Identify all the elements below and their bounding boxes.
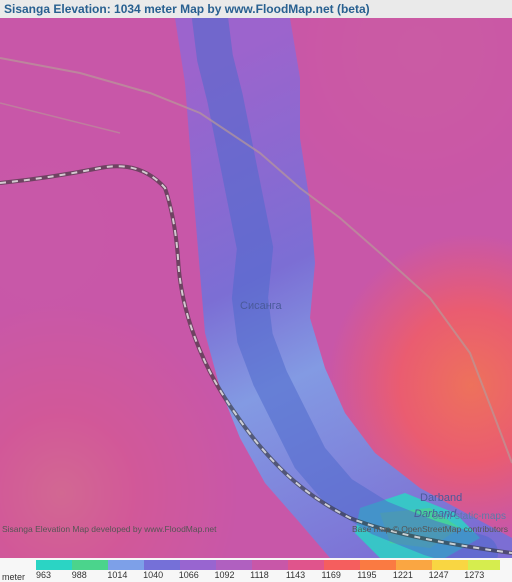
legend-value: 963 bbox=[36, 570, 72, 582]
legend-value: 1092 bbox=[214, 570, 250, 582]
legend-value: 1014 bbox=[107, 570, 143, 582]
legend-value: 1221 bbox=[393, 570, 429, 582]
legend-value: 1195 bbox=[357, 570, 393, 582]
place-label-darband: Darband bbox=[420, 492, 462, 504]
legend-unit: meter bbox=[2, 572, 25, 582]
attribution-osm-static[interactable]: osm-static-maps bbox=[433, 511, 506, 522]
legend-value: 1247 bbox=[429, 570, 465, 582]
map-container: Sisanga Elevation: 1034 meter Map by www… bbox=[0, 0, 512, 582]
legend-value: 1066 bbox=[179, 570, 215, 582]
legend-gradient bbox=[36, 560, 500, 570]
legend-bar: meter 963 988 1014 1040 1066 1092 1118 1… bbox=[0, 558, 512, 582]
legend-value: 1143 bbox=[286, 570, 322, 582]
legend-value: 1169 bbox=[322, 570, 358, 582]
legend-value: 1273 bbox=[464, 570, 500, 582]
legend-values: 963 988 1014 1040 1066 1092 1118 1143 11… bbox=[36, 570, 500, 582]
place-label-sisanga: Сисанга bbox=[240, 300, 282, 312]
attribution-floodmap: Sisanga Elevation Map developed by www.F… bbox=[2, 524, 217, 534]
map-svg bbox=[0, 18, 512, 558]
attribution-osm: Base map © OpenStreetMap contributors bbox=[352, 524, 508, 534]
legend-value: 1118 bbox=[250, 570, 286, 582]
elevation-map[interactable]: Сисанга Darband Darband Sisanga Elevatio… bbox=[0, 18, 512, 558]
legend-value: 988 bbox=[72, 570, 108, 582]
legend-value: 1040 bbox=[143, 570, 179, 582]
page-title: Sisanga Elevation: 1034 meter Map by www… bbox=[0, 0, 512, 18]
